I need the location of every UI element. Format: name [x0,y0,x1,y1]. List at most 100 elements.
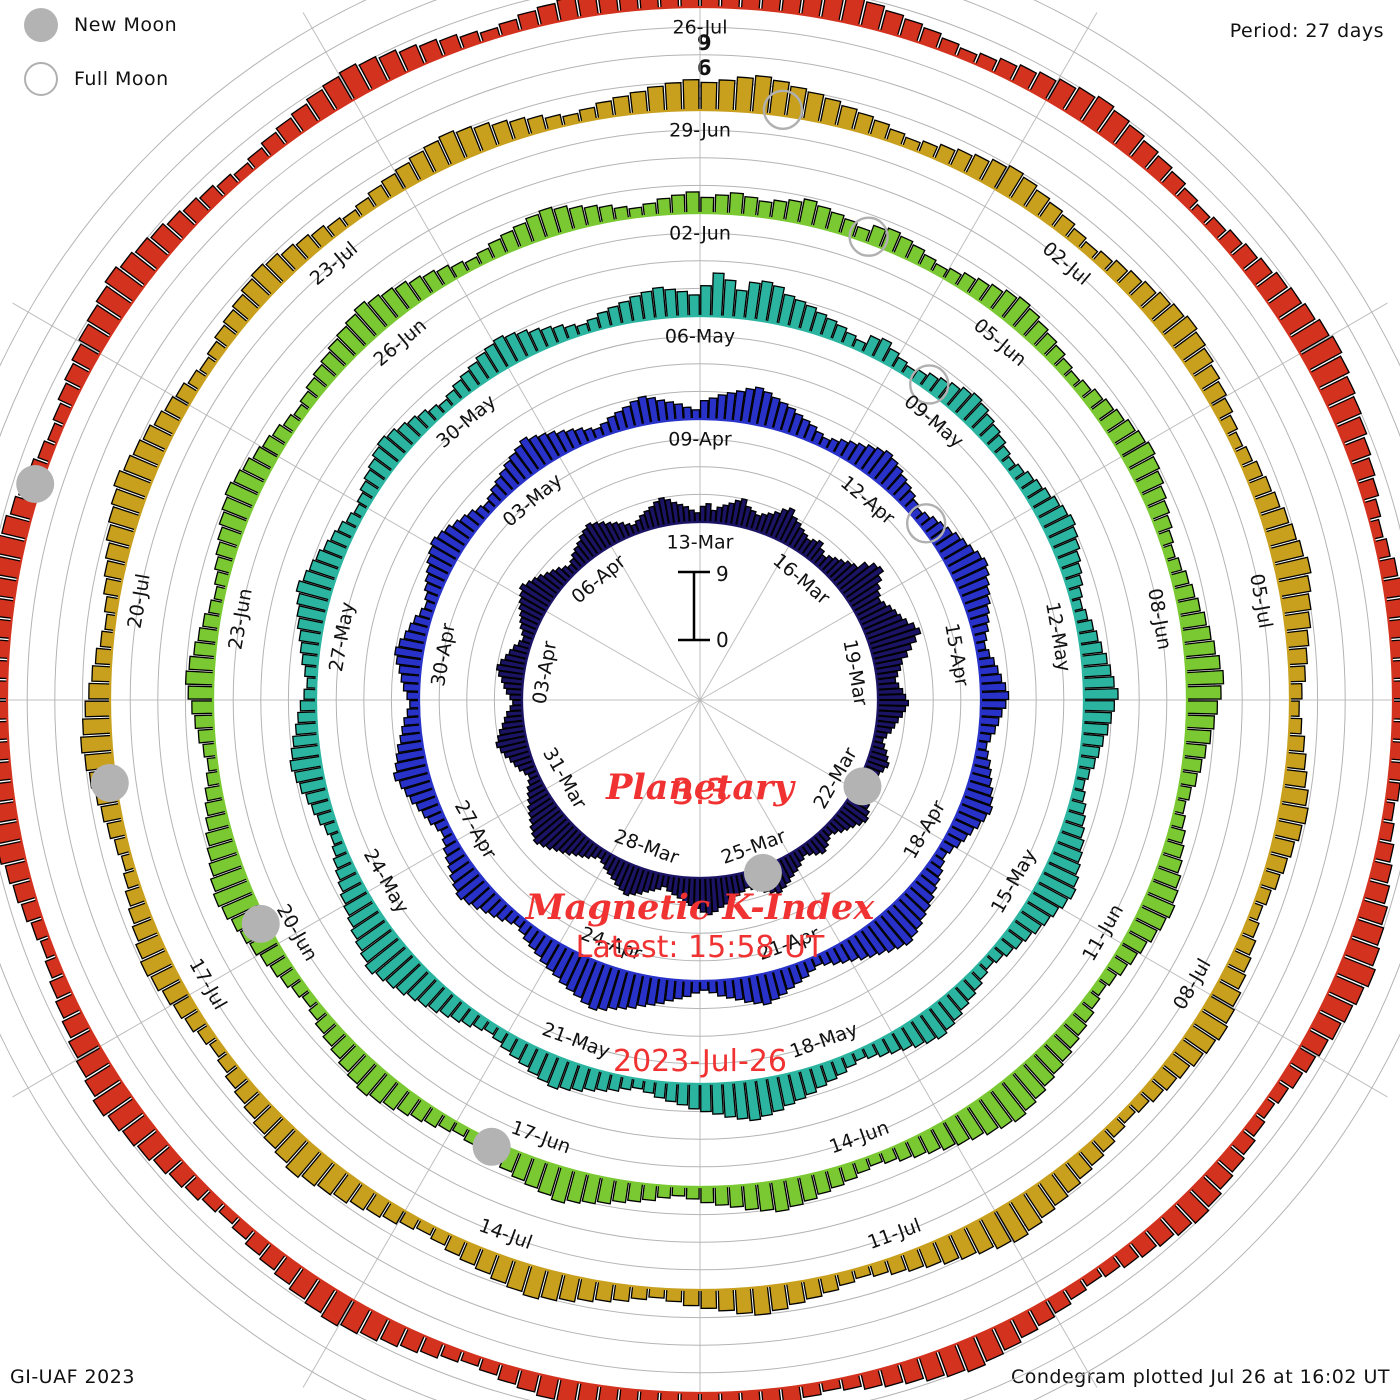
full-moon-marker [848,216,889,257]
kp-bar [979,673,1003,684]
kp-bar [1181,756,1203,774]
moon-phase-legend: New Moon Full Moon [0,0,330,120]
kp-bar [700,1186,715,1204]
kp-bar [682,406,692,421]
kp-bar [194,714,215,730]
kp-bar [670,194,686,215]
moon-markers-layer [16,89,950,1166]
kp-bar [299,700,317,712]
kp-bar [403,716,421,726]
current-kp-value: 3.3 [671,772,729,813]
kp-bar [664,82,683,112]
kp-bar [733,289,748,320]
ring-baseline [5,5,1395,1395]
kp-bar [700,196,715,214]
kp-bar [406,691,420,701]
page-title-line2: Magnetic K-Index [525,887,875,928]
grid-spoke [302,699,701,1388]
date-label: 26-Jul [672,17,727,39]
period-label: Period: 27 days [1229,20,1384,42]
kp-bar [1080,733,1105,747]
kp-bar [1176,597,1202,616]
grid-spoke [12,302,701,701]
kp-bar [682,506,691,524]
full-moon-marker [909,364,950,405]
kp-bar [1083,687,1119,700]
kp-bar [576,1277,598,1303]
kp-bar [402,682,421,692]
date-label: 06-May [665,326,735,348]
date-label: 20-Jul [124,572,155,630]
kp-bar [688,294,700,317]
kp-bar [742,195,759,217]
credit-label: GI-UAF 2023 [10,1366,135,1388]
kp-bar [84,700,111,718]
kp-bar [1077,630,1099,645]
kp-bar [294,722,319,736]
kp-bar [674,403,684,421]
latest-time: Latest: 15:58 UT [575,930,825,965]
scale-bar [678,570,710,642]
kp-bar [802,91,825,123]
kp-bar [1285,629,1310,649]
kp-bar [1184,728,1212,745]
date-label: 09-Apr [668,429,732,451]
kp-bar [1287,734,1306,753]
kp-bar [1186,685,1222,700]
scale-bar-max-label: 9 [716,562,729,586]
kp-bar [980,690,1010,701]
kp-bar [629,90,649,115]
kp-bar [193,641,217,658]
radial-tick-9: 9 [697,31,712,55]
kp-bar [611,1179,630,1204]
kp-bar [768,1283,789,1312]
kp-bar [685,1186,700,1200]
kp-bar [299,641,321,656]
kp-bar [979,708,1003,718]
kp-bar [303,688,317,700]
kp-bar [734,1287,754,1315]
plotted-timestamp: Condegram plotted Jul 26 at 16:02 UT [1010,1366,1390,1388]
kp-bar [714,1185,730,1206]
kp-bar [977,732,992,743]
kp-bar [1283,768,1308,789]
date-label: 30-May [432,391,500,453]
kp-bar [646,85,666,113]
kp-bar [1184,654,1221,672]
kp-bar [1283,611,1312,632]
kp-bar [694,512,701,523]
kp-bar [877,687,904,696]
kp-bar [1079,744,1101,759]
kp-bar [512,699,523,706]
kp-bar [688,509,696,523]
grid-spoke [302,12,701,701]
kp-bar [409,699,420,709]
kp-bar [1179,611,1208,630]
open-circle-icon [24,62,58,96]
kp-bar [509,704,523,712]
kp-bar [978,665,999,676]
kp-bar [1287,647,1308,666]
date-label: 23-Jun [224,587,256,652]
date-label: 02-Jun [669,223,731,245]
legend-label-new-moon: New Moon [74,14,178,36]
kp-bar [1080,652,1108,667]
kp-bar [1280,593,1312,615]
kp-bar [506,709,524,718]
kp-bar [1289,700,1300,717]
kp-bar [88,682,111,700]
full-moon-marker [762,89,804,131]
kp-bar [1181,625,1212,644]
kp-bar [1081,722,1109,736]
kp-bar [1082,676,1115,689]
kp-bar [656,197,672,216]
kp-bar [728,192,745,216]
kp-bar [751,1285,772,1316]
kp-bar [1289,682,1303,700]
legend-label-full-moon: Full Moon [74,68,169,90]
kp-bar [1277,802,1309,825]
page-title-line1: Planetary [606,767,794,808]
new-moon-marker [241,904,280,943]
kp-bar [191,700,214,715]
